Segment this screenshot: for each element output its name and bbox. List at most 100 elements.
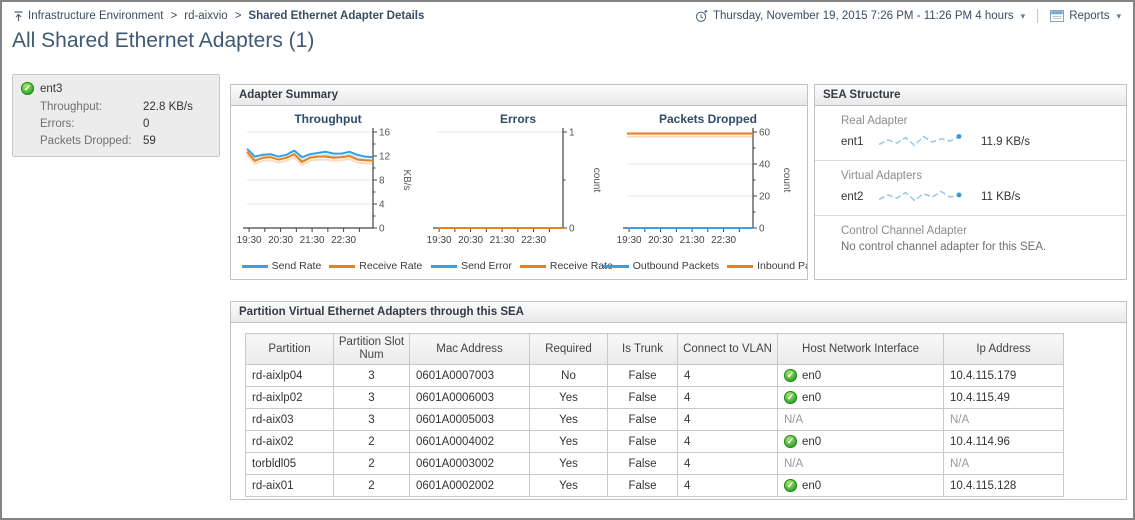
status-ok-icon: ✓ bbox=[21, 82, 34, 95]
metric-row: Errors: 0 bbox=[40, 116, 211, 133]
cell-partition: rd-aix03 bbox=[245, 408, 334, 431]
cell-host-interface: N/A bbox=[777, 408, 944, 431]
column-header-partition: Partition bbox=[245, 333, 334, 365]
table-row: rd-aixlp02 3 0601A0006003 Yes False 4 ✓ en0 10.4… bbox=[245, 386, 1064, 409]
cell-partition: rd-aixlp04 bbox=[245, 364, 334, 387]
column-header-mac-address: Mac Address bbox=[409, 333, 530, 365]
metric-row: Throughput: 22.8 KB/s bbox=[40, 99, 211, 116]
svg-text:1: 1 bbox=[569, 128, 575, 139]
sea-control-channel-message: No control channel adapter for this SEA. bbox=[841, 241, 1047, 253]
status-ok-icon: ✓ bbox=[784, 435, 797, 448]
svg-text:20:30: 20:30 bbox=[648, 235, 673, 246]
reports-button[interactable]: Reports bbox=[1069, 10, 1110, 22]
sea-section-label: Real Adapter bbox=[841, 115, 908, 127]
cell-ip-address: N/A bbox=[943, 452, 1064, 475]
column-header-host-network-interface: Host Network Interface bbox=[777, 333, 944, 365]
cell-vlan: 4 bbox=[677, 474, 778, 497]
sea-section-control-channel: Control Channel Adapter No control chann… bbox=[815, 216, 1126, 261]
breadcrumb-item-rd-aixvio[interactable]: rd-aixvio bbox=[184, 10, 228, 22]
cell-required: Yes bbox=[529, 430, 608, 453]
breadcrumb-item-infrastructure-environment[interactable]: Infrastructure Environment bbox=[28, 10, 164, 22]
partition-table: Partition Partition Slot Num Mac Address… bbox=[245, 333, 1064, 497]
time-range-selector[interactable]: Thursday, November 19, 2015 7:26 PM - 11… bbox=[713, 10, 1014, 22]
svg-text:16: 16 bbox=[379, 128, 391, 139]
svg-text:21:30: 21:30 bbox=[490, 235, 515, 246]
partition-adapters-panel: Partition Virtual Ethernet Adapters thro… bbox=[230, 301, 1127, 500]
svg-text:4: 4 bbox=[379, 200, 385, 211]
table-row: rd-aix03 3 0601A0005003 Yes False 4 N/A N/A bbox=[245, 408, 1064, 431]
cell-slot-num: 2 bbox=[333, 430, 410, 453]
adapter-name: ent3 bbox=[40, 82, 63, 95]
time-range-icon bbox=[695, 9, 708, 22]
sea-adapter-value: 11 KB/s bbox=[981, 190, 1021, 203]
partition-panel-title: Partition Virtual Ethernet Adapters thro… bbox=[231, 302, 1126, 323]
metric-value: 22.8 KB/s bbox=[143, 101, 193, 113]
breadcrumb-separator: > bbox=[234, 10, 242, 22]
svg-text:60: 60 bbox=[759, 128, 771, 139]
adapter-summary-panel: Adapter Summary Throughput 0 4 8 12 16 KB/s 19:… bbox=[230, 84, 808, 280]
cell-mac-address: 0601A0002002 bbox=[409, 474, 530, 497]
cell-required: Yes bbox=[529, 386, 608, 409]
cell-partition: torbldl05 bbox=[245, 452, 334, 475]
timebar: Thursday, November 19, 2015 7:26 PM - 11… bbox=[695, 9, 1121, 23]
svg-text:19:30: 19:30 bbox=[427, 235, 452, 246]
breadcrumb: Infrastructure Environment > rd-aixvio >… bbox=[13, 10, 424, 22]
chart-legend: Outbound Packets Inbound Pack bbox=[595, 260, 807, 272]
chart-plot: 0 20 40 60 count 19:30 20:30 21:30 22:30 bbox=[617, 128, 792, 247]
chart-plot: 0 4 8 12 16 KB/s 19:30 20:30 21:30 22:30 bbox=[237, 128, 412, 247]
metric-value: 59 bbox=[143, 135, 156, 147]
adapter-card-ent3[interactable]: ✓ ent3 Throughput: 22.8 KB/s Errors: 0 P… bbox=[12, 74, 220, 157]
host-interface-label: en0 bbox=[802, 435, 822, 448]
column-header-connect-to-vlan: Connect to VLAN bbox=[677, 333, 778, 365]
svg-text:21:30: 21:30 bbox=[680, 235, 705, 246]
chart-packets-dropped: Packets Dropped 0 20 40 60 count 19:30 20:30 21:… bbox=[602, 107, 807, 272]
sparkline bbox=[878, 190, 962, 202]
svg-text:12: 12 bbox=[379, 152, 391, 163]
cell-mac-address: 0601A0004002 bbox=[409, 430, 530, 453]
partition-table-body: rd-aixlp04 3 0601A0007003 No False 4 ✓ en0 10.4.… bbox=[245, 364, 1064, 497]
cell-vlan: 4 bbox=[677, 408, 778, 431]
chart-legend: Send Rate Receive Rate bbox=[234, 260, 422, 272]
svg-text:22:30: 22:30 bbox=[521, 235, 546, 246]
cell-is-trunk: False bbox=[607, 408, 678, 431]
cell-required: Yes bbox=[529, 452, 608, 475]
cell-is-trunk: False bbox=[607, 474, 678, 497]
cell-mac-address: 0601A0007003 bbox=[409, 364, 530, 387]
reports-icon bbox=[1050, 10, 1065, 22]
cell-host-interface: ✓ en0 bbox=[777, 474, 944, 497]
host-interface-label: en0 bbox=[802, 369, 822, 382]
status-ok-icon: ✓ bbox=[784, 391, 797, 404]
chevron-down-icon[interactable]: ▾ bbox=[1116, 10, 1121, 21]
cell-host-interface: N/A bbox=[777, 452, 944, 475]
adapter-summary-title: Adapter Summary bbox=[231, 85, 807, 106]
svg-text:0: 0 bbox=[759, 224, 765, 235]
cell-slot-num: 3 bbox=[333, 386, 410, 409]
host-interface-label: N/A bbox=[784, 413, 804, 426]
cell-host-interface: ✓ en0 bbox=[777, 364, 944, 387]
svg-text:KB/s: KB/s bbox=[401, 169, 412, 190]
sea-structure-panel: SEA Structure Real Adapter ent1 11.9 KB/… bbox=[814, 84, 1127, 280]
metric-row: Packets Dropped: 59 bbox=[40, 133, 211, 150]
table-row: rd-aix01 2 0601A0002002 Yes False 4 ✓ en0 10.4.1… bbox=[245, 474, 1064, 497]
host-interface-label: N/A bbox=[784, 457, 804, 470]
cell-partition: rd-aix01 bbox=[245, 474, 334, 497]
metric-label: Errors: bbox=[40, 118, 75, 130]
column-header-is-trunk: Is Trunk bbox=[607, 333, 678, 365]
metric-label: Throughput: bbox=[40, 101, 103, 113]
legend-label: Send Error bbox=[461, 260, 512, 272]
chart-plot: 0 1 count 19:30 20:30 21:30 22:30 bbox=[427, 128, 602, 247]
svg-text:20:30: 20:30 bbox=[458, 235, 483, 246]
divider bbox=[1037, 9, 1039, 23]
chevron-down-icon[interactable]: ▾ bbox=[1020, 10, 1026, 21]
svg-text:21:30: 21:30 bbox=[300, 235, 325, 246]
cell-ip-address: 10.4.115.128 bbox=[943, 474, 1064, 497]
sparkline-chart bbox=[877, 131, 969, 152]
page-title: All Shared Ethernet Adapters (1) bbox=[12, 29, 315, 52]
status-ok-icon: ✓ bbox=[784, 479, 797, 492]
cell-is-trunk: False bbox=[607, 430, 678, 453]
cell-is-trunk: False bbox=[607, 452, 678, 475]
svg-text:20: 20 bbox=[759, 192, 771, 203]
sparkline-chart bbox=[877, 186, 969, 207]
chart-title: Packets Dropped bbox=[658, 112, 758, 126]
column-header-required: Required bbox=[529, 333, 608, 365]
